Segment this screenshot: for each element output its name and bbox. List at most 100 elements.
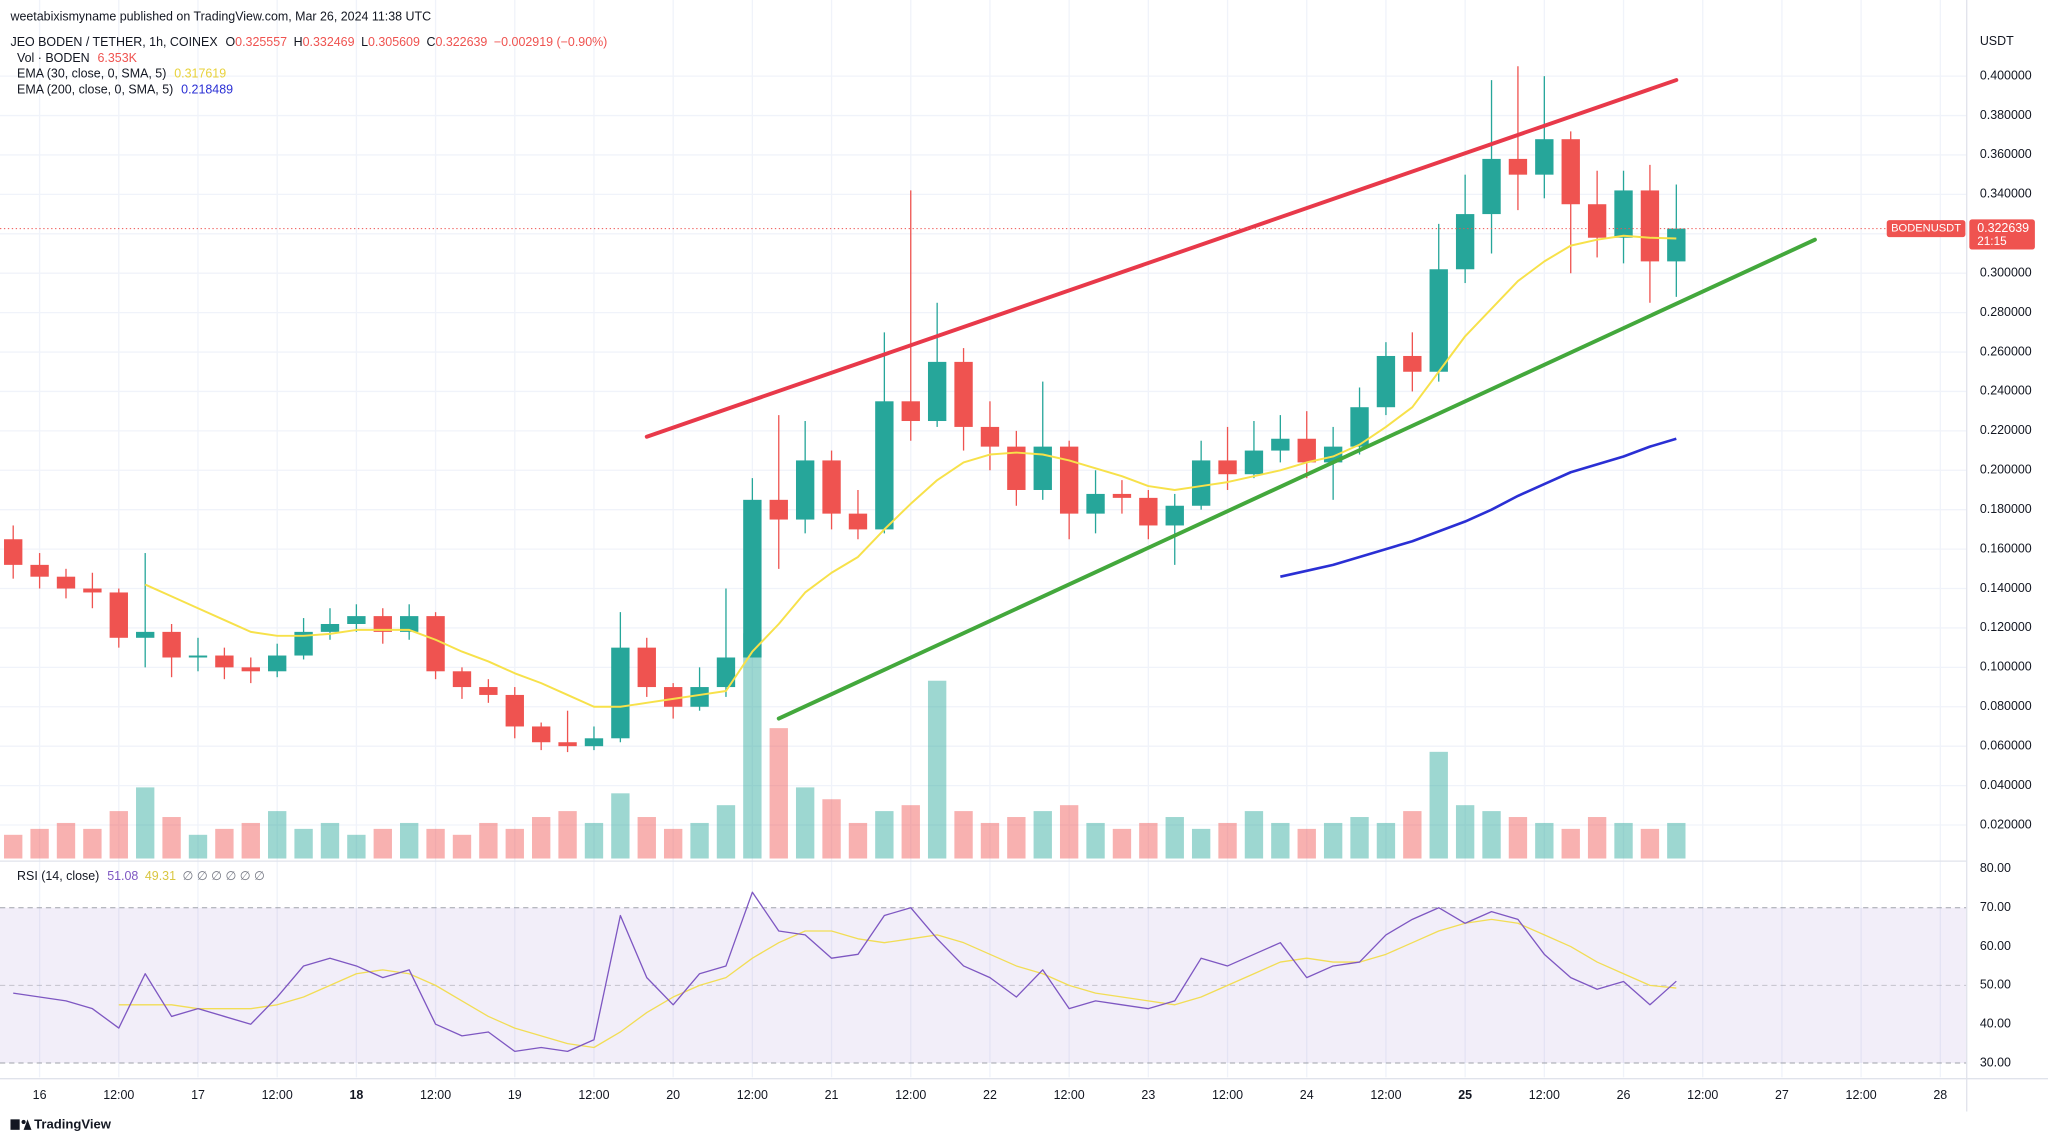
candle-body [479,687,498,695]
volume-bar [320,822,340,859]
y-tick-label: 0.200000 [1980,463,2032,477]
legend-row: EMA (30, close, 0, SMA, 5) 0.317619 [17,67,226,81]
x-tick-label: 12:00 [737,1088,768,1102]
symbol-tag-text: BODENUSDT [1891,223,1961,235]
candle-body [927,361,947,422]
volume-bar [1271,822,1290,859]
y-tick-label: 0.340000 [1980,187,2032,201]
volume-bar [1244,811,1264,859]
volume-bar [1640,828,1660,859]
volume-bar [584,822,604,859]
y-tick-label: 0.300000 [1980,265,2032,279]
candle-body [320,623,340,632]
candle-body [558,742,577,747]
volume-bar [162,817,181,859]
ohlc-label: O [225,36,235,50]
rsi-tick-label: 60.00 [1980,939,2011,953]
candle-body [531,726,551,743]
x-tick-label: 27 [1775,1088,1789,1102]
volume-bar [1086,822,1105,859]
candle-body [1139,497,1158,526]
candle-body [1112,493,1132,498]
candle-body [822,460,841,514]
x-tick-label: 12:00 [895,1088,926,1102]
plot [0,66,1967,1053]
candle-body [347,616,366,624]
ohlc-label: L [361,36,368,50]
candle-body [162,631,181,658]
indicator-label: EMA (30, close, 0, SMA, 5) [17,67,166,81]
y-tick-label: 0.260000 [1980,344,2032,358]
brand: TradingView [10,1117,112,1132]
candle-body [1614,190,1633,238]
price-tag-text: 0.322639 [1977,221,2029,235]
price-tag [1969,219,2035,250]
volume-bar [1508,817,1528,859]
candle-body [1271,438,1290,451]
candle-body [769,499,788,520]
volume-bar [1323,822,1343,859]
x-tick-label: 12:00 [1370,1088,1401,1102]
candle-body [1244,450,1264,475]
x-tick-label: 25 [1458,1088,1472,1102]
volume-bar [1667,822,1686,859]
ema200-line [1280,437,1677,578]
volume-bar [479,822,498,859]
brand-logo [21,1119,26,1125]
volume-bar [188,834,208,859]
volume-bar [109,811,128,859]
ohlc-value: 0.332469 [303,36,355,50]
indicator-empty: ∅ ∅ ∅ ∅ ∅ ∅ [183,869,265,883]
x-tick-label: 20 [666,1088,680,1102]
candle-body [663,687,683,707]
volume-bar [795,787,815,859]
volume-bar [268,811,287,859]
published-note: weetabixismyname published on TradingVie… [9,9,431,23]
volume-bar [716,805,736,859]
rsi-tick-label: 40.00 [1980,1016,2011,1030]
candle-body [1350,407,1369,447]
x-tick-label: 12:00 [1212,1088,1243,1102]
y-tick-label: 0.360000 [1980,147,2032,161]
y-tick-label: 0.040000 [1980,778,2032,792]
candle-body [875,401,894,530]
x-tick-label: 22 [983,1088,997,1102]
y-tick-label: 0.380000 [1980,108,2032,122]
volume-bar [505,828,524,859]
candle-body [611,647,630,739]
indicator-value: 49.31 [145,869,176,883]
candle-body [1508,158,1528,175]
x-tick-label: 28 [1933,1088,1947,1102]
volume-bar [1561,828,1580,859]
candle-body [1033,446,1052,490]
brand-logo [23,1119,32,1130]
candle-body [452,671,472,688]
trend-line [644,78,1679,439]
y-tick-label: 0.140000 [1980,581,2032,595]
y-tick-label: 0.180000 [1980,502,2032,516]
x-tick-label: 12:00 [1687,1088,1718,1102]
y-tick-label: 0.020000 [1980,817,2032,831]
candle-body [241,667,260,672]
volume-bar [1455,805,1475,859]
price-tag-countdown: 21:15 [1977,235,2007,248]
trend-line [776,237,1817,721]
x-tick-label: 23 [1141,1088,1155,1102]
volume-bar [1376,822,1396,859]
ema30-line [144,234,1677,708]
candle-body [1165,505,1184,526]
x-tick-label: 12:00 [420,1088,451,1102]
candle-body [1482,158,1501,215]
y-tick-label: 0.240000 [1980,384,2032,398]
volume-bar [452,834,472,859]
candle-body [136,631,155,638]
candle-body [109,592,128,638]
volume-bar [1429,751,1448,859]
volume-bar [1191,828,1211,859]
x-tick-label: 12:00 [262,1088,293,1102]
candle-body [980,426,1000,447]
candle-body [1403,355,1422,372]
volume-bar [136,787,155,859]
volume-bar [690,822,709,859]
